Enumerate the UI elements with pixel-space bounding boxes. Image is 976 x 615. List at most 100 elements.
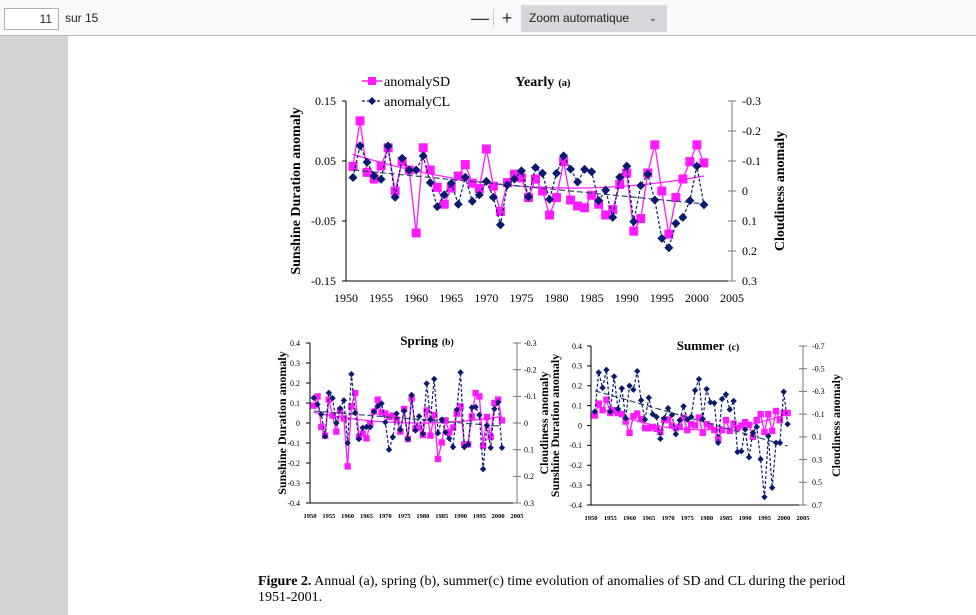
y-tick-label: 0 xyxy=(296,419,300,428)
data-point-cl xyxy=(344,439,351,447)
data-point-sd xyxy=(741,418,749,426)
data-point-sd xyxy=(538,186,548,196)
data-point-sd xyxy=(434,455,442,463)
data-point-cl xyxy=(355,141,365,151)
legend-marker-cl xyxy=(368,97,376,105)
y2-tick-label: 0.3 xyxy=(524,499,534,508)
y-tick-label: 0.1 xyxy=(572,401,582,410)
data-point-sd xyxy=(657,428,664,436)
data-point-cl xyxy=(765,432,772,440)
x-tick-label: 1995 xyxy=(473,513,487,520)
data-point-sd xyxy=(474,184,484,194)
trend-line-anomalyCL xyxy=(352,169,704,205)
data-point-sd xyxy=(509,169,519,179)
y-tick-label: 0 xyxy=(578,421,582,430)
data-point-cl xyxy=(566,164,576,174)
data-point-sd xyxy=(645,424,653,432)
zoom-in-button[interactable]: + xyxy=(501,8,513,28)
data-point-cl xyxy=(468,404,476,411)
data-point-cl xyxy=(607,408,614,415)
data-point-sd xyxy=(608,205,618,215)
data-point-sd xyxy=(460,160,470,170)
data-point-cl xyxy=(749,429,757,436)
data-point-cl xyxy=(474,190,484,200)
data-point-sd xyxy=(695,414,703,421)
data-point-cl xyxy=(472,403,479,411)
data-point-cl xyxy=(495,220,505,230)
page-total-label: sur 15 xyxy=(65,11,99,25)
data-point-cl xyxy=(595,369,602,376)
x-tick-label: 2000 xyxy=(492,513,505,520)
data-point-sd xyxy=(481,144,491,154)
data-point-cl xyxy=(630,386,637,393)
data-point-cl xyxy=(427,416,434,423)
data-point-sd xyxy=(310,402,317,409)
data-point-cl xyxy=(432,202,442,212)
data-point-cl xyxy=(722,391,730,398)
data-point-cl xyxy=(657,435,664,442)
data-point-cl xyxy=(622,161,632,171)
data-point-cl xyxy=(476,411,483,419)
data-point-cl xyxy=(453,406,460,413)
y-tick-label: 0.4 xyxy=(290,339,300,348)
data-point-cl xyxy=(390,192,400,202)
data-point-cl xyxy=(314,401,321,408)
zoom-out-button[interactable]: — xyxy=(471,8,489,28)
x-tick-label: 1990 xyxy=(454,513,467,520)
y2-tick-label: 0.3 xyxy=(812,455,822,464)
data-point-cl xyxy=(385,446,393,453)
data-point-cl xyxy=(491,405,498,413)
data-point-cl xyxy=(453,199,463,209)
data-point-sd xyxy=(351,389,359,397)
data-point-sd xyxy=(591,412,599,419)
y2-tick-label: -0.5 xyxy=(812,365,825,374)
data-point-sd xyxy=(552,193,562,203)
data-point-cl xyxy=(637,397,645,404)
data-point-cl xyxy=(487,444,494,451)
data-point-sd xyxy=(545,210,555,220)
data-point-cl xyxy=(483,422,491,429)
data-point-sd xyxy=(362,167,372,177)
data-point-sd xyxy=(676,423,683,431)
data-point-sd xyxy=(780,409,787,417)
data-point-sd xyxy=(415,424,423,431)
page-number-input[interactable]: 11 xyxy=(4,8,59,30)
data-point-cl xyxy=(776,439,784,446)
data-point-sd xyxy=(768,427,776,435)
data-point-sd xyxy=(314,393,321,400)
data-point-sd xyxy=(587,190,597,200)
data-point-cl xyxy=(351,409,359,417)
data-point-cl xyxy=(538,168,548,178)
x-tick-label: 1975 xyxy=(681,515,695,522)
x-tick-label: 1965 xyxy=(360,513,374,520)
data-point-sd xyxy=(634,410,641,417)
zoom-select[interactable]: Zoom automatique ⌄ xyxy=(521,5,667,32)
data-point-cl xyxy=(418,151,428,161)
data-point-sd xyxy=(629,226,639,236)
data-point-sd xyxy=(376,161,386,171)
data-point-cl xyxy=(643,169,653,179)
data-point-sd xyxy=(580,203,590,213)
data-point-sd xyxy=(649,423,656,431)
y-tick-label: -0.15 xyxy=(311,274,336,288)
data-point-sd xyxy=(446,429,453,436)
data-point-cl xyxy=(509,174,519,184)
y2-tick-label: -0.2 xyxy=(742,124,761,138)
y-axis-title: Sunshine Duration anomaly xyxy=(275,351,289,494)
data-point-sd xyxy=(691,422,699,429)
data-point-sd xyxy=(757,410,764,418)
chart-title-main: Yearly xyxy=(515,75,554,90)
x-tick-label: 1985 xyxy=(580,291,604,305)
data-point-cl xyxy=(488,192,498,202)
data-point-cl xyxy=(369,171,379,181)
x-tick-label: 1970 xyxy=(379,513,392,520)
x-tick-label: 1975 xyxy=(398,513,412,520)
data-point-cl xyxy=(636,181,646,191)
data-point-sd xyxy=(668,422,676,429)
y2-axis-title: Cloudiness anomaly xyxy=(537,371,551,474)
data-point-sd xyxy=(491,399,498,407)
chart-title: Spring (b) xyxy=(400,333,454,348)
data-point-sd xyxy=(688,420,695,428)
data-point-cl xyxy=(325,389,333,397)
